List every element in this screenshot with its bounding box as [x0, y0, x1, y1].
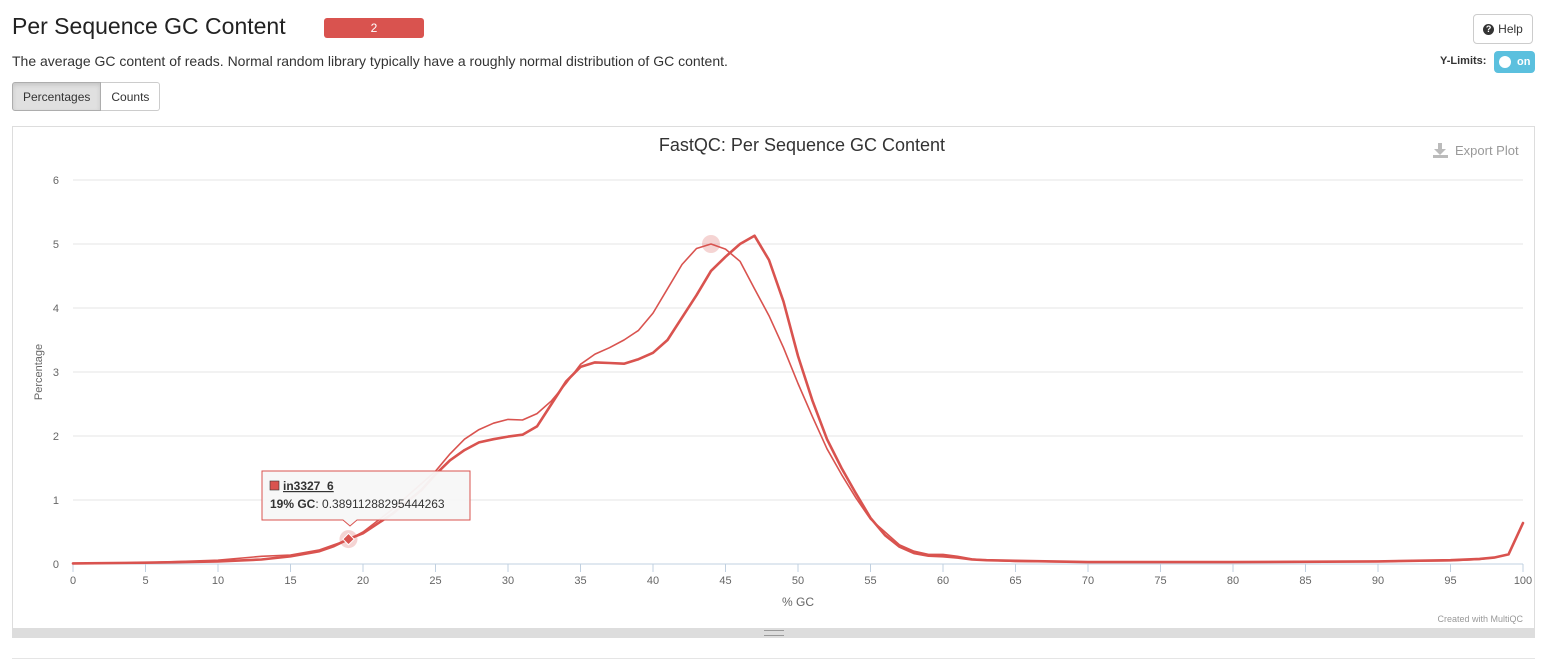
y-tick-label: 5: [53, 239, 59, 251]
x-tick-label: 80: [1227, 575, 1239, 587]
tooltip-x-label: 19% GC: [270, 497, 316, 511]
tooltip-sample-name: in3327_6: [283, 479, 334, 493]
x-tick-label: 30: [502, 575, 514, 587]
y-tick-label: 1: [53, 495, 59, 507]
section-divider: [12, 658, 1535, 659]
status-badge: 2: [324, 18, 424, 38]
x-tick-label: 5: [142, 575, 148, 587]
help-button-label: Help: [1498, 22, 1523, 36]
x-tick-label: 0: [70, 575, 76, 587]
plot-container: 0 1 2 3 4 5 6 0 5 10 15 20 25 30 35 40 45 50 55 60 65 70 75 80 8…: [12, 126, 1535, 638]
x-tick-label: 90: [1372, 575, 1384, 587]
x-tick-label: 55: [864, 575, 876, 587]
export-plot-button[interactable]: Export Plot: [1433, 143, 1519, 158]
toggle-knob: [1499, 56, 1511, 68]
x-tick-label: 40: [647, 575, 659, 587]
help-button[interactable]: ? Help: [1473, 14, 1533, 44]
y-tick-label: 2: [53, 431, 59, 443]
grip-icon: [763, 629, 784, 636]
export-plot-label: Export Plot: [1455, 143, 1519, 158]
x-tick-label: 100: [1514, 575, 1532, 587]
tooltip-value: 0.38911288295444263: [322, 497, 445, 511]
x-tick-label: 70: [1082, 575, 1094, 587]
x-tick-label: 15: [284, 575, 296, 587]
x-tick-label: 85: [1299, 575, 1311, 587]
x-tick-label: 10: [212, 575, 224, 587]
x-axis-title: % GC: [782, 595, 814, 609]
section-description: The average GC content of reads. Normal …: [12, 53, 728, 69]
y-axis-title: Percentage: [33, 344, 45, 400]
tooltip-series-swatch: [269, 480, 280, 491]
y-tick-label: 4: [53, 303, 59, 315]
plot-resize-handle[interactable]: [13, 628, 1534, 637]
tab-percentages[interactable]: Percentages: [12, 82, 102, 111]
y-limits-label: Y-Limits:: [1440, 55, 1487, 67]
data-type-switch: Percentages Counts: [12, 82, 161, 111]
y-limits-toggle[interactable]: on: [1494, 51, 1535, 73]
y-tick-label: 0: [53, 559, 59, 571]
y-tick-label: 3: [53, 367, 59, 379]
tooltip-value-line: 19% GC: 0.38911288295444263: [270, 497, 445, 511]
hover-halo: [702, 235, 720, 253]
hover-marker: [342, 532, 355, 546]
y-tick-label: 6: [53, 175, 59, 187]
download-icon: [1433, 143, 1448, 158]
x-tick-label: 60: [937, 575, 949, 587]
chart-title: FastQC: Per Sequence GC Content: [659, 135, 945, 155]
y-limits-toggle-label: on: [1517, 56, 1531, 68]
x-tick-label: 20: [357, 575, 369, 587]
tooltip-separator: :: [315, 497, 322, 511]
tab-counts[interactable]: Counts: [101, 82, 161, 111]
x-tick-label: 25: [429, 575, 441, 587]
x-tick-label: 45: [719, 575, 731, 587]
x-tick-label: 95: [1444, 575, 1456, 587]
question-circle-icon: ?: [1483, 23, 1495, 35]
x-tick-label: 35: [574, 575, 586, 587]
chart-credit: Created with MultiQC: [1437, 614, 1523, 624]
page-title: Per Sequence GC Content: [12, 13, 286, 39]
x-tick-label: 50: [792, 575, 804, 587]
x-tick-label: 75: [1154, 575, 1166, 587]
x-tick-label: 65: [1009, 575, 1021, 587]
tooltip: in3327_6 19% GC: 0.38911288295444263: [261, 470, 471, 527]
